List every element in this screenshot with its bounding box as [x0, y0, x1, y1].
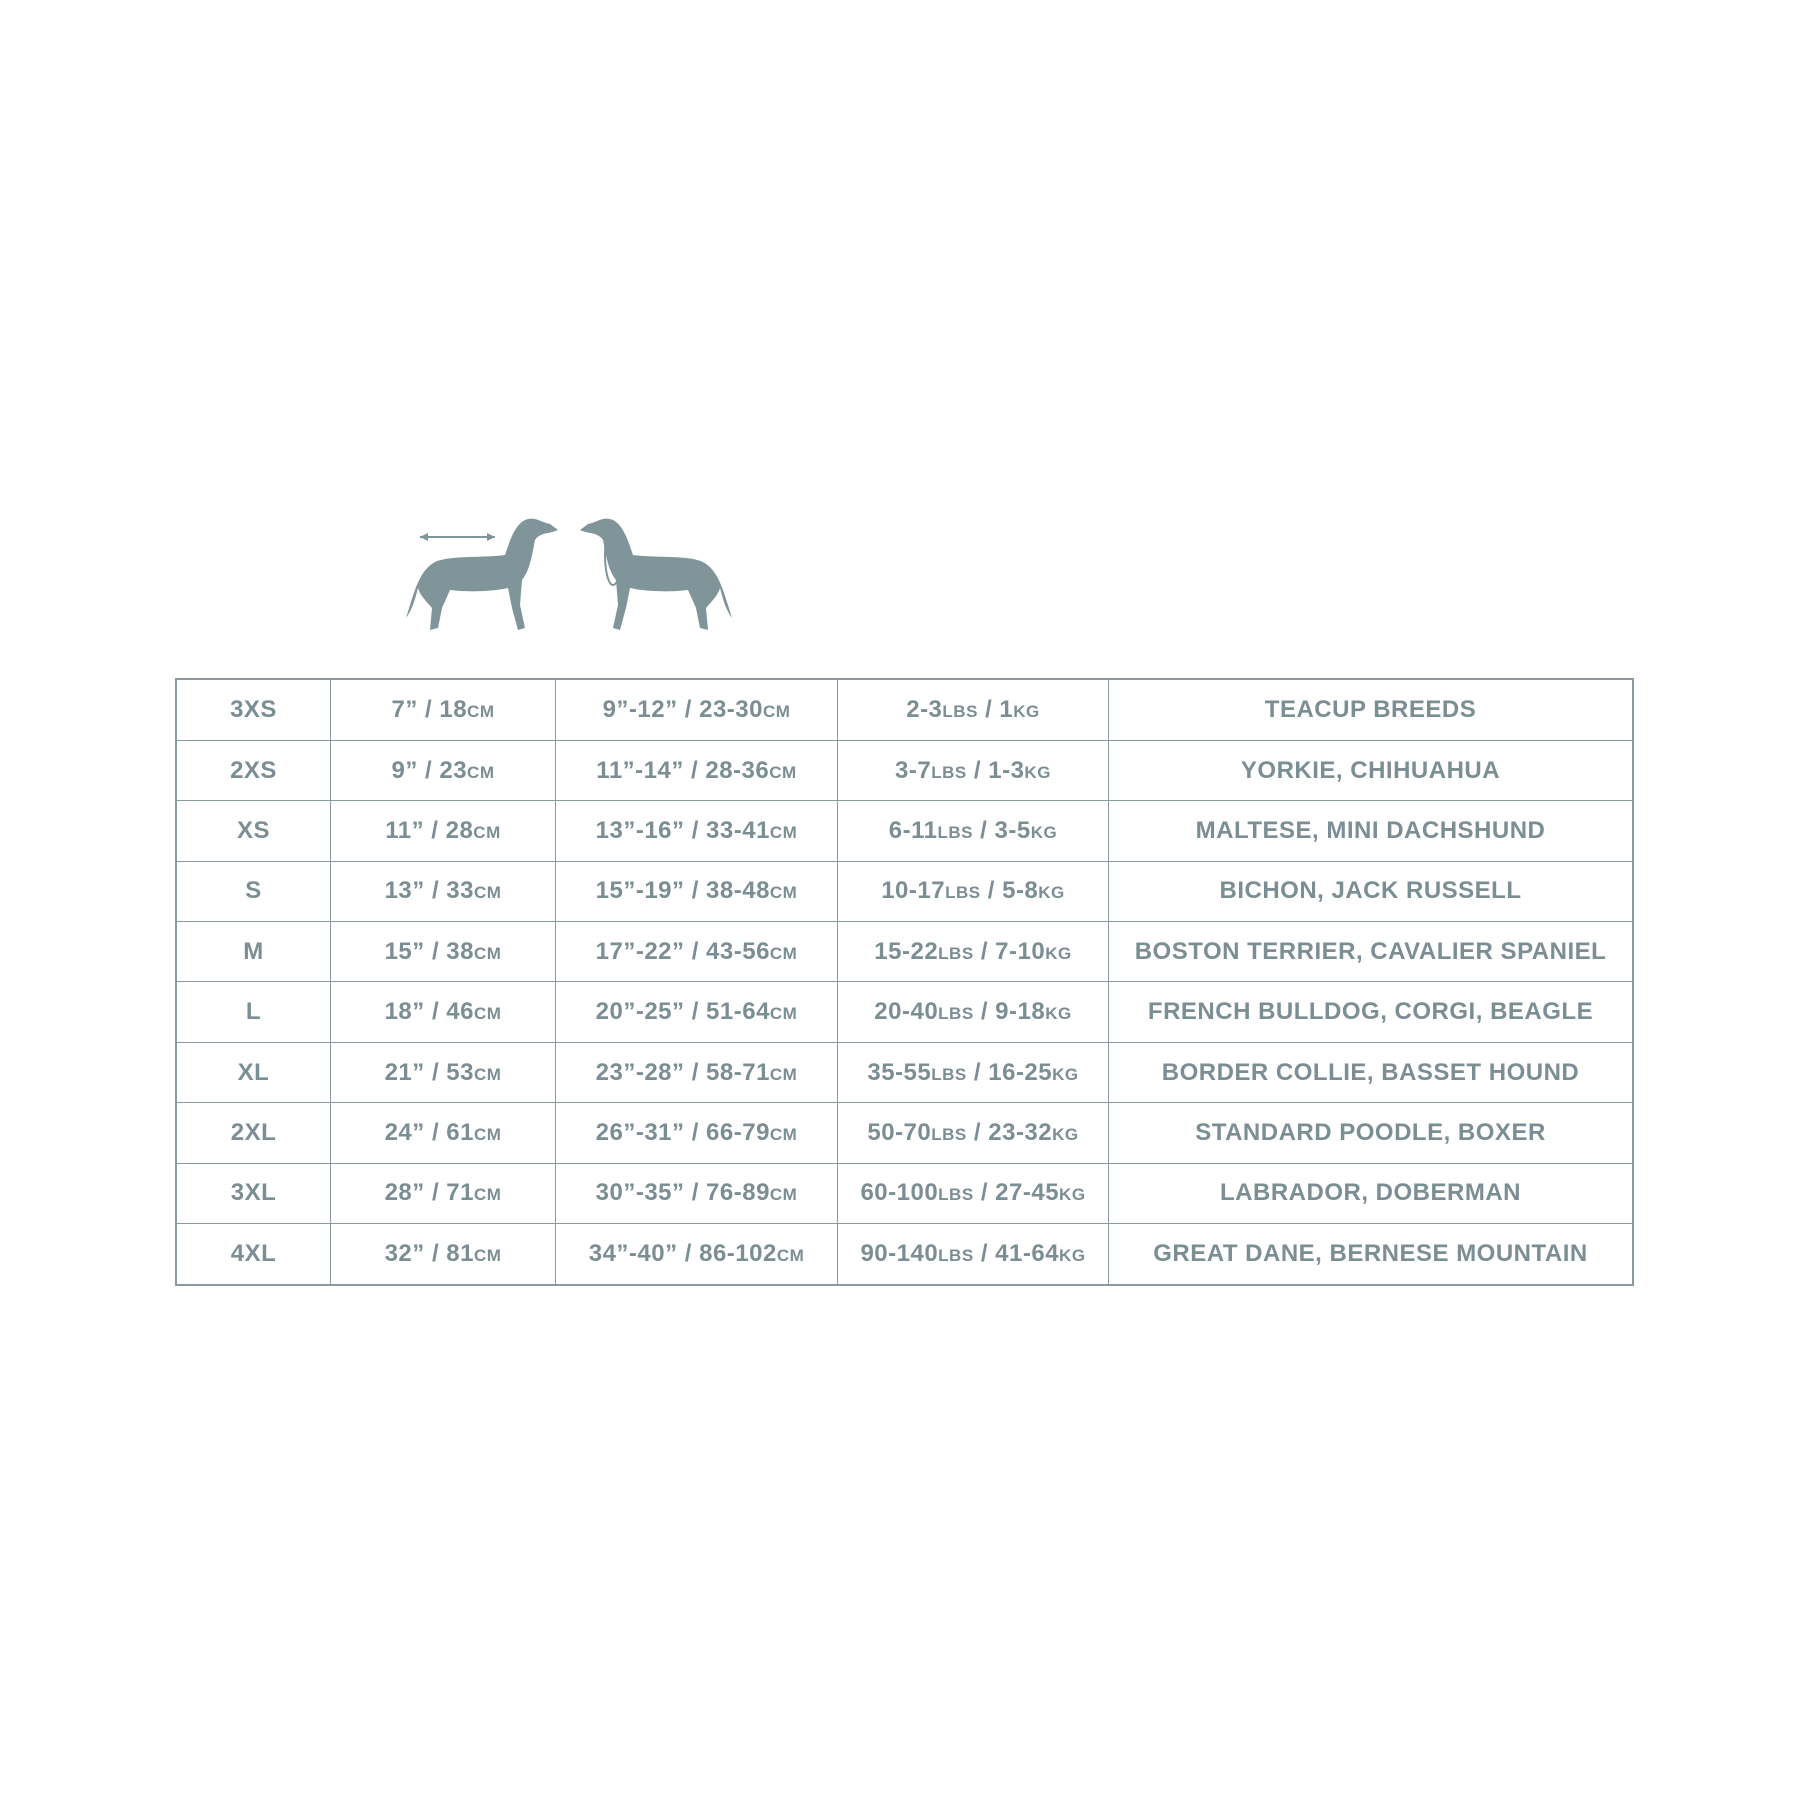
table-cell: TEACUP BREEDS: [1108, 678, 1634, 741]
table-cell: 13”-16” / 33-41cm: [555, 800, 838, 862]
table-cell: 23”-28” / 58-71cm: [555, 1041, 838, 1104]
table-cell: 26”-31” / 66-79cm: [555, 1102, 838, 1164]
table-cell: 3XS: [175, 678, 331, 741]
table-cell: XL: [175, 1041, 331, 1104]
size-row: 2XL 24” / 61cm 26”-31” / 66-79cm 50-70lbs /…: [175, 1102, 1634, 1164]
table-cell: STANDARD POODLE, BOXER: [1108, 1102, 1634, 1164]
dog-neck-girth: [580, 518, 732, 630]
table-cell: BOSTON TERRIER, CAVALIER SPANIEL: [1108, 921, 1634, 983]
table-cell: 11”-14” / 28-36cm: [555, 739, 838, 802]
size-row: S 13” / 33cm 15”-19” / 38-48cm 10-17lbs / 5…: [175, 860, 1634, 923]
table-cell: 4XL: [175, 1223, 331, 1286]
table-cell: 28” / 71cm: [330, 1162, 556, 1225]
table-cell: 3-7lbs / 1-3kg: [837, 739, 1109, 802]
table-cell: 15” / 38cm: [330, 921, 556, 983]
table-cell: 30”-35” / 76-89cm: [555, 1162, 838, 1225]
size-table: 3XS 7” / 18cm 9”-12” / 23-30cm 2-3lbs / 1kg…: [175, 678, 1634, 1286]
table-cell: 35-55lbs / 16-25kg: [837, 1041, 1109, 1104]
table-cell: 18” / 46cm: [330, 981, 556, 1043]
table-cell: 2XL: [175, 1102, 331, 1164]
table-cell: 50-70lbs / 23-32kg: [837, 1102, 1109, 1164]
table-cell: 32” / 81cm: [330, 1223, 556, 1286]
table-cell: 20”-25” / 51-64cm: [555, 981, 838, 1043]
table-cell: 20-40lbs / 9-18kg: [837, 981, 1109, 1043]
table-cell: GREAT DANE, BERNESE MOUNTAIN: [1108, 1223, 1634, 1286]
table-cell: 15-22lbs / 7-10kg: [837, 921, 1109, 983]
table-cell: 7” / 18cm: [330, 678, 556, 741]
table-cell: 15”-19” / 38-48cm: [555, 860, 838, 923]
dog-icons: [406, 518, 732, 630]
table-cell: 9” / 23cm: [330, 739, 556, 802]
table-cell: 9”-12” / 23-30cm: [555, 678, 838, 741]
table-cell: LABRADOR, DOBERMAN: [1108, 1162, 1634, 1225]
table-cell: BORDER COLLIE, BASSET HOUND: [1108, 1041, 1634, 1104]
table-cell: 21” / 53cm: [330, 1041, 556, 1104]
table-cell: 6-11lbs / 3-5kg: [837, 800, 1109, 862]
table-cell: M: [175, 921, 331, 983]
size-row: 4XL 32” / 81cm 34”-40” / 86-102cm 90-140lbs…: [175, 1223, 1634, 1286]
table-cell: FRENCH BULLDOG, CORGI, BEAGLE: [1108, 981, 1634, 1043]
table-cell: BICHON, JACK RUSSELL: [1108, 860, 1634, 923]
dog-back-length: [406, 518, 558, 630]
table-cell: 3XL: [175, 1162, 331, 1225]
table-cell: MALTESE, MINI DACHSHUND: [1108, 800, 1634, 862]
size-row: 3XS 7” / 18cm 9”-12” / 23-30cm 2-3lbs / 1kg…: [175, 678, 1634, 741]
table-cell: L: [175, 981, 331, 1043]
table-cell: S: [175, 860, 331, 923]
table-cell: 60-100lbs / 27-45kg: [837, 1162, 1109, 1225]
table-cell: 24” / 61cm: [330, 1102, 556, 1164]
table-cell: 10-17lbs / 5-8kg: [837, 860, 1109, 923]
size-row: M 15” / 38cm 17”-22” / 43-56cm 15-22lbs / 7…: [175, 921, 1634, 983]
table-cell: 17”-22” / 43-56cm: [555, 921, 838, 983]
table-cell: 2XS: [175, 739, 331, 802]
size-row: XS 11” / 28cm 13”-16” / 33-41cm 6-11lbs / 3…: [175, 800, 1634, 862]
table-cell: 11” / 28cm: [330, 800, 556, 862]
size-row: XL 21” / 53cm 23”-28” / 58-71cm 35-55lbs / …: [175, 1041, 1634, 1104]
table-cell: 13” / 33cm: [330, 860, 556, 923]
table-cell: XS: [175, 800, 331, 862]
table-cell: 34”-40” / 86-102cm: [555, 1223, 838, 1286]
size-row: 2XS 9” / 23cm 11”-14” / 28-36cm 3-7lbs / 1-…: [175, 739, 1634, 802]
table-cell: 90-140lbs / 41-64kg: [837, 1223, 1109, 1286]
size-row: 3XL 28” / 71cm 30”-35” / 76-89cm 60-100lbs …: [175, 1162, 1634, 1225]
table-cell: 2-3lbs / 1kg: [837, 678, 1109, 741]
size-row: L 18” / 46cm 20”-25” / 51-64cm 20-40lbs / 9…: [175, 981, 1634, 1043]
table-cell: YORKIE, CHIHUAHUA: [1108, 739, 1634, 802]
